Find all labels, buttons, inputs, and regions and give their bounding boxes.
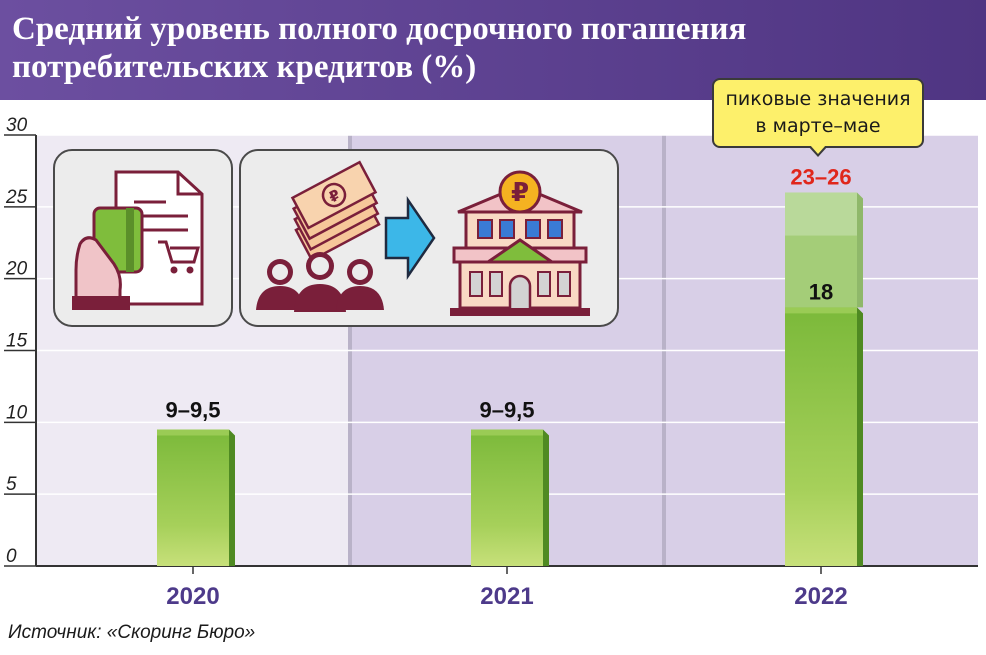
bar-chart: 0 5 10 15 20 25 30 2020 2021 2022: [4, 115, 978, 610]
data-label-2020: 9–9,5: [165, 398, 220, 423]
bar-top-2022: [785, 307, 857, 314]
y-tick-label: 5: [6, 474, 17, 495]
bar-2020: [157, 429, 229, 566]
illustration-bank-panel: ₽: [239, 149, 619, 327]
people-icon: [256, 252, 384, 312]
bar-side-2022: [857, 307, 863, 566]
data-label-2022: 18: [809, 279, 833, 304]
y-tick-label: 15: [6, 331, 28, 352]
header-band: Средний уровень полного досрочного погаш…: [0, 0, 986, 100]
money-stack-icon: ₽: [290, 160, 381, 262]
x-tick-label: 2021: [480, 583, 533, 610]
credit-card-receipt-icon: [72, 170, 204, 310]
bar-side-2020: [229, 429, 235, 566]
bar-top-2021: [471, 429, 543, 436]
bar-2021: [471, 429, 543, 566]
data-labels: 9–9,5 9–9,5 18 23–26: [165, 164, 851, 422]
annotation-line-1: пиковые значения: [725, 88, 911, 110]
y-tick-label: 20: [5, 259, 28, 280]
y-tick-label: 10: [6, 402, 28, 423]
bar-side-2021: [543, 429, 549, 566]
bar-range-low-2022: [785, 235, 857, 308]
x-axis: 2020 2021 2022: [36, 565, 978, 610]
annotation-line-2: в марте–мае: [755, 115, 881, 137]
peak-annotation: пиковые значения в марте–мае: [712, 78, 924, 148]
y-tick-label: 0: [6, 546, 17, 567]
peak-label: 23–26: [790, 164, 851, 189]
x-tick-label: 2022: [794, 583, 847, 610]
y-tick-label: 25: [5, 187, 28, 208]
bar-2022: [785, 307, 857, 566]
y-axis: 0 5 10 15 20 25 30: [4, 115, 37, 567]
bars: [157, 192, 863, 566]
y-tick-label: 30: [6, 115, 28, 136]
source-note: Источник: «Скоринг Бюро»: [8, 622, 256, 643]
svg-text:₽: ₽: [511, 178, 529, 208]
chart-title: Средний уровень полного досрочного погаш…: [12, 11, 747, 85]
annotation-pointer-fill: [810, 145, 826, 154]
data-label-2021: 9–9,5: [479, 398, 534, 423]
illustration-card-panel: [53, 149, 233, 327]
bar-top-2020: [157, 429, 229, 436]
x-tick-label: 2020: [166, 583, 219, 610]
bar-range-side-2022: [857, 192, 863, 308]
ruble-coin-icon: ₽: [498, 170, 542, 214]
arrow-right-icon: [384, 195, 436, 281]
